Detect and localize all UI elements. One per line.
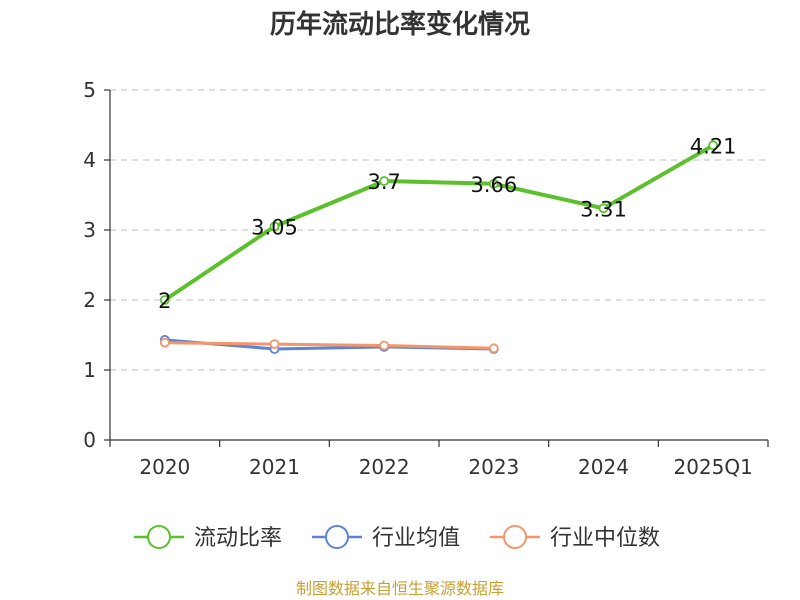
data-label: 3.66 <box>470 173 517 197</box>
data-point <box>708 140 719 151</box>
legend-marker <box>147 525 171 549</box>
data-point <box>269 221 280 232</box>
data-label: 2 <box>158 289 171 313</box>
series-line-2 <box>164 341 494 350</box>
data-point <box>379 176 390 186</box>
legend-label: 行业均值 <box>372 526 460 551</box>
data-label: 3.05 <box>251 216 298 240</box>
data-point <box>269 339 280 350</box>
x-axis-ticks: 2020 2021 2022 2023 2024 2025Q1 <box>139 455 752 479</box>
data-point <box>379 340 390 351</box>
legend[interactable]: 流动比率 行业均值 行业中位数 <box>134 525 660 551</box>
chart-title: 历年流动比率变化情况 <box>270 9 530 40</box>
y-tick-label: 1 <box>83 358 96 382</box>
series-lines <box>159 140 719 354</box>
x-tick-label: 2024 <box>578 455 629 479</box>
y-tick-label: 2 <box>83 288 96 312</box>
x-tick-label: 2022 <box>359 455 410 479</box>
data-point <box>488 343 499 354</box>
legend-item-2[interactable]: 行业中位数 <box>490 525 660 551</box>
x-tick-label: 2021 <box>249 455 300 479</box>
data-point <box>598 203 609 214</box>
x-tick-label: 2023 <box>468 455 519 479</box>
series-line-0 <box>163 143 715 302</box>
legend-item-0[interactable]: 流动比率 <box>134 525 282 551</box>
y-tick-label: 3 <box>83 218 96 242</box>
data-label: 3.7 <box>367 170 400 194</box>
y-tick-label: 4 <box>83 148 96 172</box>
y-tick-label: 5 <box>83 78 96 102</box>
data-point <box>159 295 170 305</box>
legend-marker <box>503 525 527 549</box>
grid-lines <box>110 89 768 371</box>
x-tick-label: 2020 <box>139 455 190 479</box>
data-point <box>159 337 170 348</box>
data-label: 4.21 <box>690 134 737 158</box>
legend-marker <box>325 525 349 549</box>
y-axis-ticks: 0 1 2 3 4 5 <box>83 78 96 452</box>
legend-label: 流动比率 <box>194 526 282 551</box>
data-label: 3.31 <box>580 197 627 221</box>
data-labels: 2 3.05 3.7 3.66 3.31 4.21 <box>158 134 736 313</box>
axes <box>104 89 769 447</box>
legend-item-1[interactable]: 行业均值 <box>312 525 460 551</box>
y-tick-label: 0 <box>83 428 96 452</box>
data-point <box>488 178 499 189</box>
source-note: 制图数据来自恒生聚源数据库 <box>296 579 504 598</box>
x-tick-label: 2025Q1 <box>673 455 752 479</box>
legend-label: 行业中位数 <box>550 526 660 551</box>
